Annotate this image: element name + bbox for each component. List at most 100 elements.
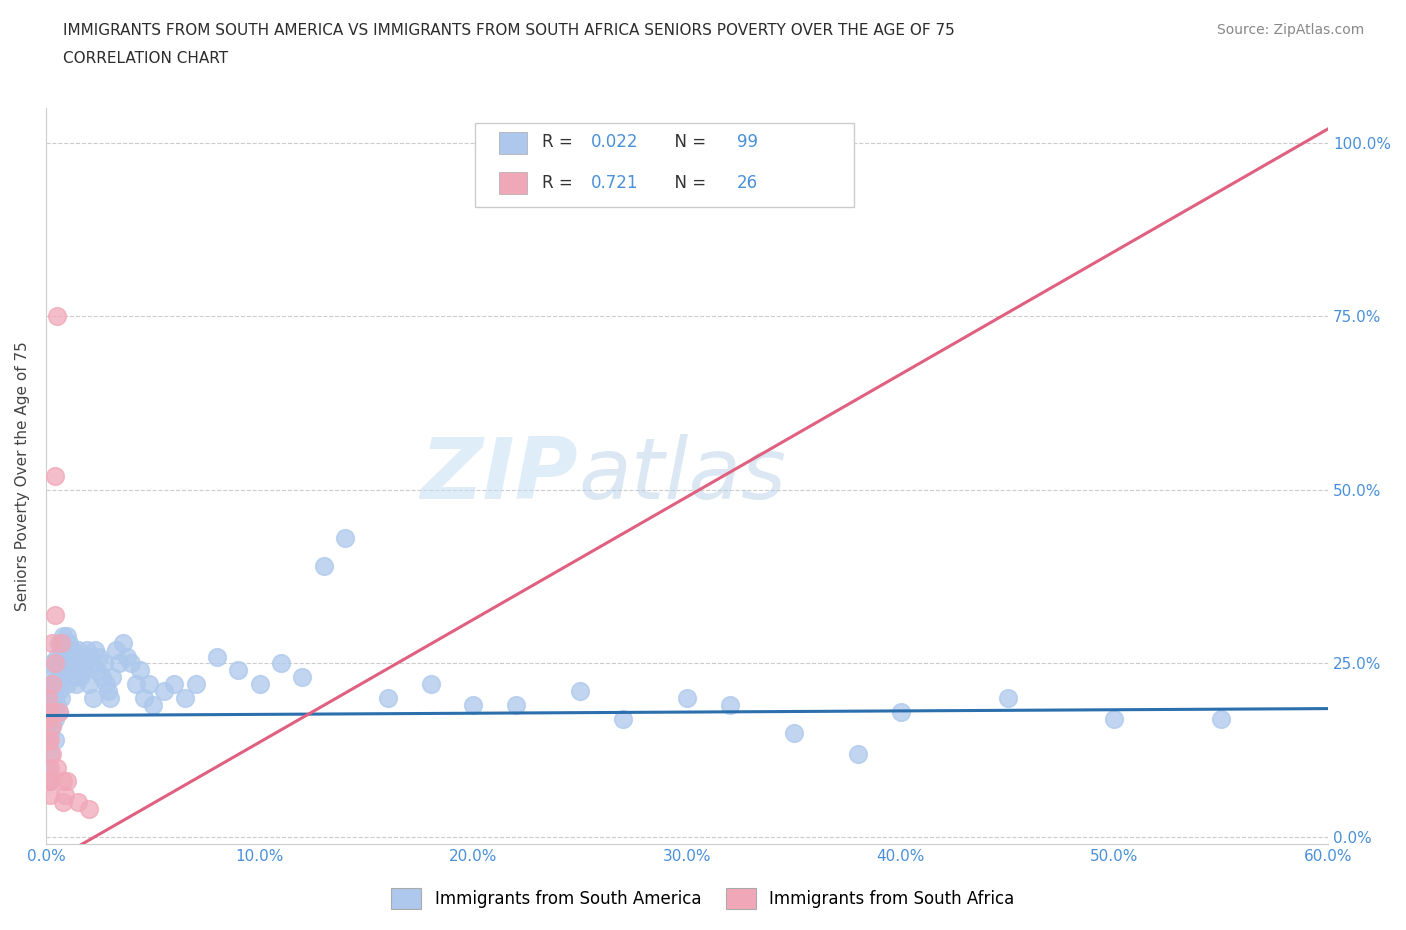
Point xyxy=(56,774,79,789)
Point xyxy=(205,649,228,664)
Point xyxy=(58,656,80,671)
Point xyxy=(48,705,70,720)
Point xyxy=(84,642,107,657)
Point xyxy=(48,684,70,698)
Legend: Immigrants from South America, Immigrants from South Africa: Immigrants from South America, Immigrant… xyxy=(382,880,1024,917)
Point xyxy=(60,642,83,657)
Point xyxy=(48,705,70,720)
Text: R =: R = xyxy=(543,133,578,152)
Point xyxy=(65,677,87,692)
Text: N =: N = xyxy=(664,174,711,192)
Text: CORRELATION CHART: CORRELATION CHART xyxy=(63,51,228,66)
Point xyxy=(39,760,62,775)
Text: Source: ZipAtlas.com: Source: ZipAtlas.com xyxy=(1216,23,1364,37)
Point xyxy=(44,469,66,484)
Point xyxy=(138,677,160,692)
Point xyxy=(105,642,128,657)
Point xyxy=(39,677,62,692)
Text: atlas: atlas xyxy=(578,434,786,517)
Point xyxy=(163,677,186,692)
Point xyxy=(52,670,75,684)
Point xyxy=(53,788,76,803)
Point xyxy=(69,649,91,664)
Point xyxy=(39,788,62,803)
Point xyxy=(39,725,62,740)
Point xyxy=(52,649,75,664)
Point xyxy=(41,746,63,761)
Point xyxy=(66,795,89,810)
Point xyxy=(56,629,79,644)
Point xyxy=(152,684,174,698)
Point xyxy=(111,635,134,650)
Point xyxy=(44,691,66,706)
Point xyxy=(41,635,63,650)
Point xyxy=(37,774,59,789)
Point xyxy=(890,705,912,720)
Point xyxy=(377,691,399,706)
Point xyxy=(52,774,75,789)
Text: 0.721: 0.721 xyxy=(591,174,638,192)
Text: ZIP: ZIP xyxy=(420,434,578,517)
Point xyxy=(65,656,87,671)
Point xyxy=(270,656,292,671)
Point xyxy=(56,649,79,664)
Point xyxy=(41,705,63,720)
Point xyxy=(718,698,741,712)
Point xyxy=(41,719,63,734)
Text: 0.022: 0.022 xyxy=(591,133,638,152)
Point xyxy=(93,656,115,671)
Point xyxy=(41,684,63,698)
Point xyxy=(62,649,84,664)
FancyBboxPatch shape xyxy=(499,172,527,194)
Point xyxy=(37,711,59,726)
Point xyxy=(142,698,165,712)
Point xyxy=(505,698,527,712)
Point xyxy=(41,719,63,734)
Point xyxy=(569,684,592,698)
Point xyxy=(676,691,699,706)
FancyBboxPatch shape xyxy=(499,132,527,153)
Point xyxy=(39,705,62,720)
Point xyxy=(39,774,62,789)
Point xyxy=(44,733,66,748)
Point xyxy=(41,656,63,671)
Text: R =: R = xyxy=(543,174,578,192)
Point xyxy=(44,663,66,678)
Y-axis label: Seniors Poverty Over the Age of 75: Seniors Poverty Over the Age of 75 xyxy=(15,341,30,611)
Point xyxy=(45,760,67,775)
Point xyxy=(62,670,84,684)
Point xyxy=(39,774,62,789)
Point xyxy=(41,677,63,692)
Point xyxy=(41,677,63,692)
Point xyxy=(58,635,80,650)
Point xyxy=(90,670,112,684)
Point xyxy=(44,656,66,671)
Text: N =: N = xyxy=(664,133,711,152)
Point xyxy=(39,698,62,712)
Point xyxy=(82,691,104,706)
Point xyxy=(80,656,103,671)
Point xyxy=(44,711,66,726)
Point xyxy=(56,677,79,692)
Point xyxy=(1211,711,1233,726)
Point xyxy=(52,629,75,644)
Point xyxy=(44,607,66,622)
Point xyxy=(37,733,59,748)
Point xyxy=(66,663,89,678)
Point xyxy=(45,309,67,324)
Point xyxy=(419,677,441,692)
Point xyxy=(98,691,121,706)
Point xyxy=(125,677,148,692)
Point xyxy=(37,691,59,706)
Point xyxy=(77,649,100,664)
Point xyxy=(612,711,634,726)
Point xyxy=(107,656,129,671)
Point xyxy=(48,635,70,650)
Text: 26: 26 xyxy=(737,174,758,192)
Point xyxy=(333,531,356,546)
Point xyxy=(69,670,91,684)
Point xyxy=(226,663,249,678)
Point xyxy=(89,649,111,664)
Point xyxy=(249,677,271,692)
Point xyxy=(101,670,124,684)
